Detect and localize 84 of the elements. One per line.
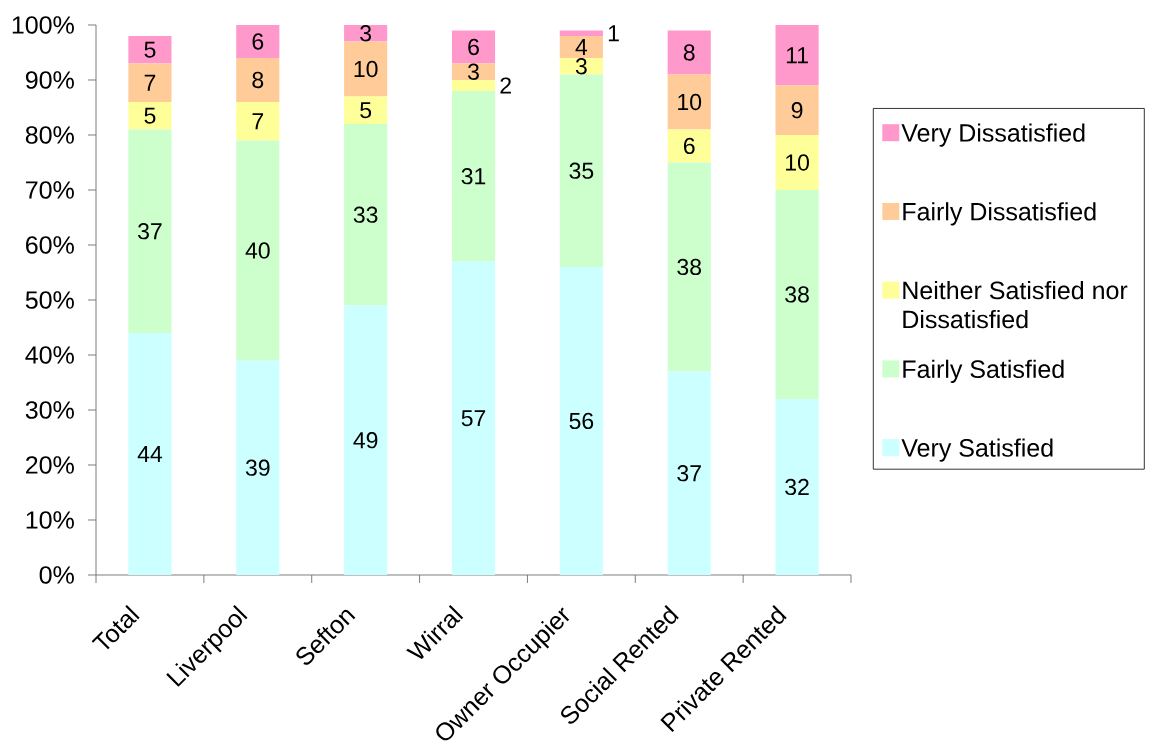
data-label: 57: [461, 410, 486, 427]
data-label: 49: [353, 432, 378, 449]
data-label: 7: [252, 113, 264, 130]
data-label: 1: [608, 25, 619, 42]
bar: [559, 266, 603, 575]
bar: [344, 96, 388, 124]
data-label: 37: [677, 465, 701, 482]
legend-label: Fairly Dissatisfied: [903, 202, 1096, 226]
legend-label: Neither Satisfied nor Dissatisfied: [903, 280, 1128, 329]
data-label: 37: [138, 223, 162, 240]
bar: [236, 140, 280, 361]
legend-label: Very Satisfied: [901, 438, 1053, 462]
bar: [128, 129, 172, 333]
bar: [344, 41, 388, 97]
data-label: 5: [360, 102, 372, 119]
legend-label: Fairly Satisfied: [903, 359, 1064, 383]
bar: [236, 57, 280, 102]
y-tick-label: 50%: [25, 291, 74, 309]
bar: [236, 360, 280, 575]
data-label: 31: [461, 168, 486, 185]
data-label: 35: [569, 162, 594, 179]
y-tick-label: 40%: [25, 346, 74, 364]
y-tick-label: 100%: [12, 16, 74, 34]
bar: [775, 24, 819, 86]
bar: [128, 332, 172, 575]
bar: [236, 24, 280, 58]
data-label: 5: [144, 107, 156, 124]
data-label: 8: [252, 71, 264, 89]
bar: [667, 129, 711, 163]
y-tick-label: 10%: [26, 511, 74, 529]
data-label: 39: [245, 459, 270, 476]
bar: [128, 101, 172, 130]
data-label: 10: [678, 93, 702, 111]
bar: [128, 63, 172, 102]
y-tick-label: 20%: [26, 456, 74, 474]
data-label: 38: [785, 286, 809, 303]
bar: [451, 261, 496, 575]
y-tick-label: 30%: [25, 401, 74, 419]
data-label: 44: [137, 446, 163, 462]
data-label: 2: [500, 77, 511, 94]
bar: [451, 30, 496, 64]
data-label: 6: [252, 33, 264, 50]
bar: [559, 74, 603, 267]
bar: [451, 63, 496, 80]
y-tick-label: 80%: [25, 126, 74, 144]
data-label: 33: [353, 206, 378, 223]
data-label: 56: [569, 412, 594, 430]
data-label: 10: [786, 154, 809, 171]
bar: [667, 162, 711, 372]
bar: [451, 79, 496, 91]
bar: [344, 305, 388, 575]
y-tick-label: 70%: [26, 181, 74, 199]
bar: [775, 189, 819, 399]
data-label: 3: [467, 63, 479, 80]
y-tick-label: 60%: [26, 236, 74, 254]
bar: [559, 35, 603, 58]
bar: [667, 371, 711, 575]
data-label: 3: [360, 25, 372, 42]
data-label: 4: [575, 39, 588, 55]
data-label: 11: [786, 47, 808, 64]
bar: [236, 101, 280, 141]
data-label: 40: [245, 242, 270, 259]
bar: [775, 398, 819, 575]
legend-label: Very Dissatisfied: [901, 123, 1085, 147]
bar: [128, 35, 172, 64]
data-label: 7: [144, 74, 156, 91]
bar: [344, 123, 388, 306]
bar: [667, 74, 711, 130]
bar: [559, 30, 603, 36]
data-label: 6: [468, 38, 479, 56]
y-tick-label: 90%: [25, 71, 74, 89]
data-label: 10: [354, 60, 378, 78]
bar: [451, 90, 496, 262]
data-label: 8: [683, 44, 695, 61]
y-tick-label: 0%: [39, 566, 74, 584]
data-label: 5: [144, 41, 156, 58]
data-label: 9: [791, 102, 803, 119]
bar: [775, 134, 819, 190]
bar: [775, 85, 819, 135]
data-label: 32: [785, 478, 809, 496]
bar: [667, 30, 711, 75]
data-label: 38: [677, 258, 702, 276]
data-label: 3: [575, 58, 587, 75]
data-label: 6: [683, 137, 695, 155]
